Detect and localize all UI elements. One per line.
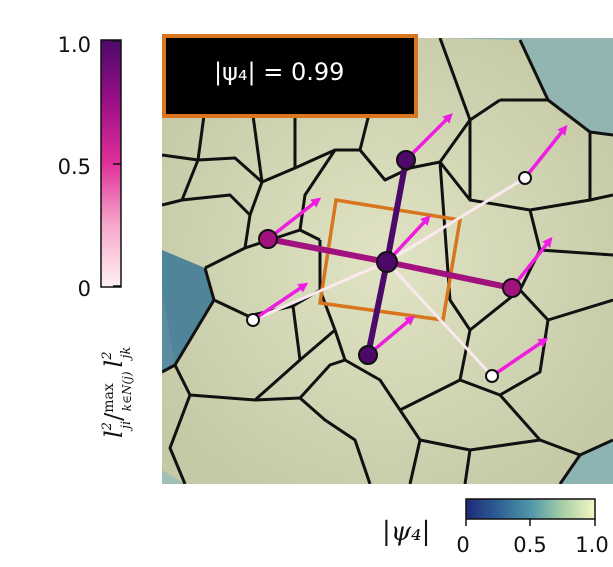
bond-colorbar-tick-min: 0 <box>78 277 91 301</box>
arrow-lower-right-particle <box>491 337 549 378</box>
bond-colorbar-tick-max: 1.0 <box>58 33 91 57</box>
bond-colorbar-title: l2 ji/max k∈N(j)l2 jk <box>100 346 134 438</box>
title-sup2: 2 <box>100 351 115 360</box>
arrow-left-particle <box>266 197 322 241</box>
bond-lower-left <box>251 260 389 322</box>
psi4-colorbar: |ψ₄| 0 0.5 1.0 <box>382 498 609 557</box>
bond-length-colorbar: 1.0 0.5 0 l2 ji/max k∈N(j)l2 jk <box>58 33 134 438</box>
title-main: l <box>100 430 128 438</box>
arrow-right-particle <box>510 236 553 290</box>
title-separator: / <box>100 412 128 421</box>
particle-lower-right <box>485 369 499 383</box>
particle-right <box>502 278 522 298</box>
badge-box <box>162 34 418 118</box>
psi4-colorbar-tick-mid: 0.5 <box>513 533 546 557</box>
badge-text: |ψ₄| = 0.99 <box>214 58 344 86</box>
particle-center <box>376 251 398 273</box>
arrow-lower-left-particle <box>252 282 309 322</box>
low-order-cell <box>162 250 214 372</box>
arrow-up-particle <box>404 113 453 162</box>
mid-order-cell-corner <box>560 440 613 484</box>
particle-upper-right <box>518 171 532 185</box>
title-max-sub: k∈N(j) <box>120 371 134 411</box>
title-main2: l <box>100 360 128 368</box>
title-max: max <box>101 383 117 413</box>
bond-upper-right <box>385 176 527 264</box>
arrow-upper-right-particle <box>523 124 568 180</box>
neighbor-bonds <box>251 157 527 378</box>
mid-order-cell <box>440 38 613 135</box>
psi4-colorbar-label: |ψ₄| <box>382 517 430 547</box>
particle-down <box>358 345 378 365</box>
psi4-colorbar-tick-max: 1.0 <box>575 533 608 557</box>
particle-left <box>258 229 278 249</box>
bond-down <box>365 259 390 358</box>
bond-colorbar-tick-mid: 0.5 <box>58 155 91 179</box>
psi4-colorbar-bar <box>465 498 596 520</box>
title-sup1: 2 <box>100 422 115 431</box>
bond-left <box>265 236 390 265</box>
particle-up <box>396 150 416 170</box>
bond-lower-right <box>385 260 494 378</box>
orientation-arrows <box>252 113 568 378</box>
psi4-colorbar-tick-min: 0 <box>456 533 469 557</box>
bond-up <box>384 157 409 265</box>
psi4-badge: |ψ₄| = 0.99 <box>162 34 418 118</box>
bond-right <box>384 259 515 291</box>
particles <box>246 150 532 383</box>
title-sub1: ji <box>119 421 134 432</box>
particle-lower-left <box>246 313 260 327</box>
title-sub2: jk <box>119 346 134 361</box>
highlighted-cell-square <box>317 197 463 322</box>
